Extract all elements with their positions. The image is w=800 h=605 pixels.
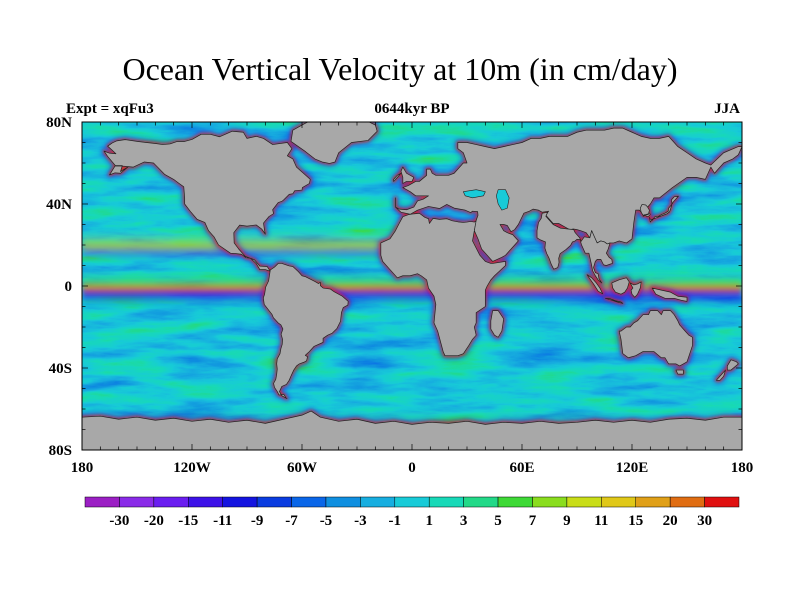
svg-text:120W: 120W [173,460,211,476]
svg-text:9: 9 [563,513,571,529]
svg-text:-20: -20 [144,513,164,529]
svg-text:120E: 120E [616,460,649,476]
svg-text:7: 7 [529,513,537,529]
svg-text:0644kyr BP: 0644kyr BP [374,101,449,117]
svg-text:Expt = xqFu3: Expt = xqFu3 [66,101,154,117]
svg-text:-15: -15 [178,513,198,529]
svg-text:-5: -5 [320,513,333,529]
svg-text:180: 180 [731,460,754,476]
svg-text:40S: 40S [49,361,72,377]
svg-text:-11: -11 [213,513,232,529]
svg-text:-7: -7 [285,513,298,529]
svg-text:3: 3 [460,513,468,529]
svg-text:60E: 60E [509,460,534,476]
svg-text:180: 180 [71,460,94,476]
svg-text:Ocean Vertical Velocity at 10m: Ocean Vertical Velocity at 10m (in cm/da… [122,51,677,87]
svg-text:20: 20 [663,513,678,529]
svg-text:60W: 60W [287,460,317,476]
svg-text:JJA: JJA [714,101,740,117]
svg-text:-1: -1 [389,513,402,529]
svg-text:-9: -9 [251,513,264,529]
svg-text:11: 11 [594,513,608,529]
svg-text:-3: -3 [354,513,367,529]
svg-text:80S: 80S [49,443,72,459]
svg-text:0: 0 [65,279,73,295]
svg-text:5: 5 [494,513,502,529]
svg-text:0: 0 [408,460,416,476]
svg-text:15: 15 [628,513,643,529]
svg-text:30: 30 [697,513,712,529]
svg-text:-30: -30 [109,513,129,529]
svg-text:40N: 40N [46,197,72,213]
svg-text:80N: 80N [46,115,72,131]
svg-text:1: 1 [425,513,433,529]
